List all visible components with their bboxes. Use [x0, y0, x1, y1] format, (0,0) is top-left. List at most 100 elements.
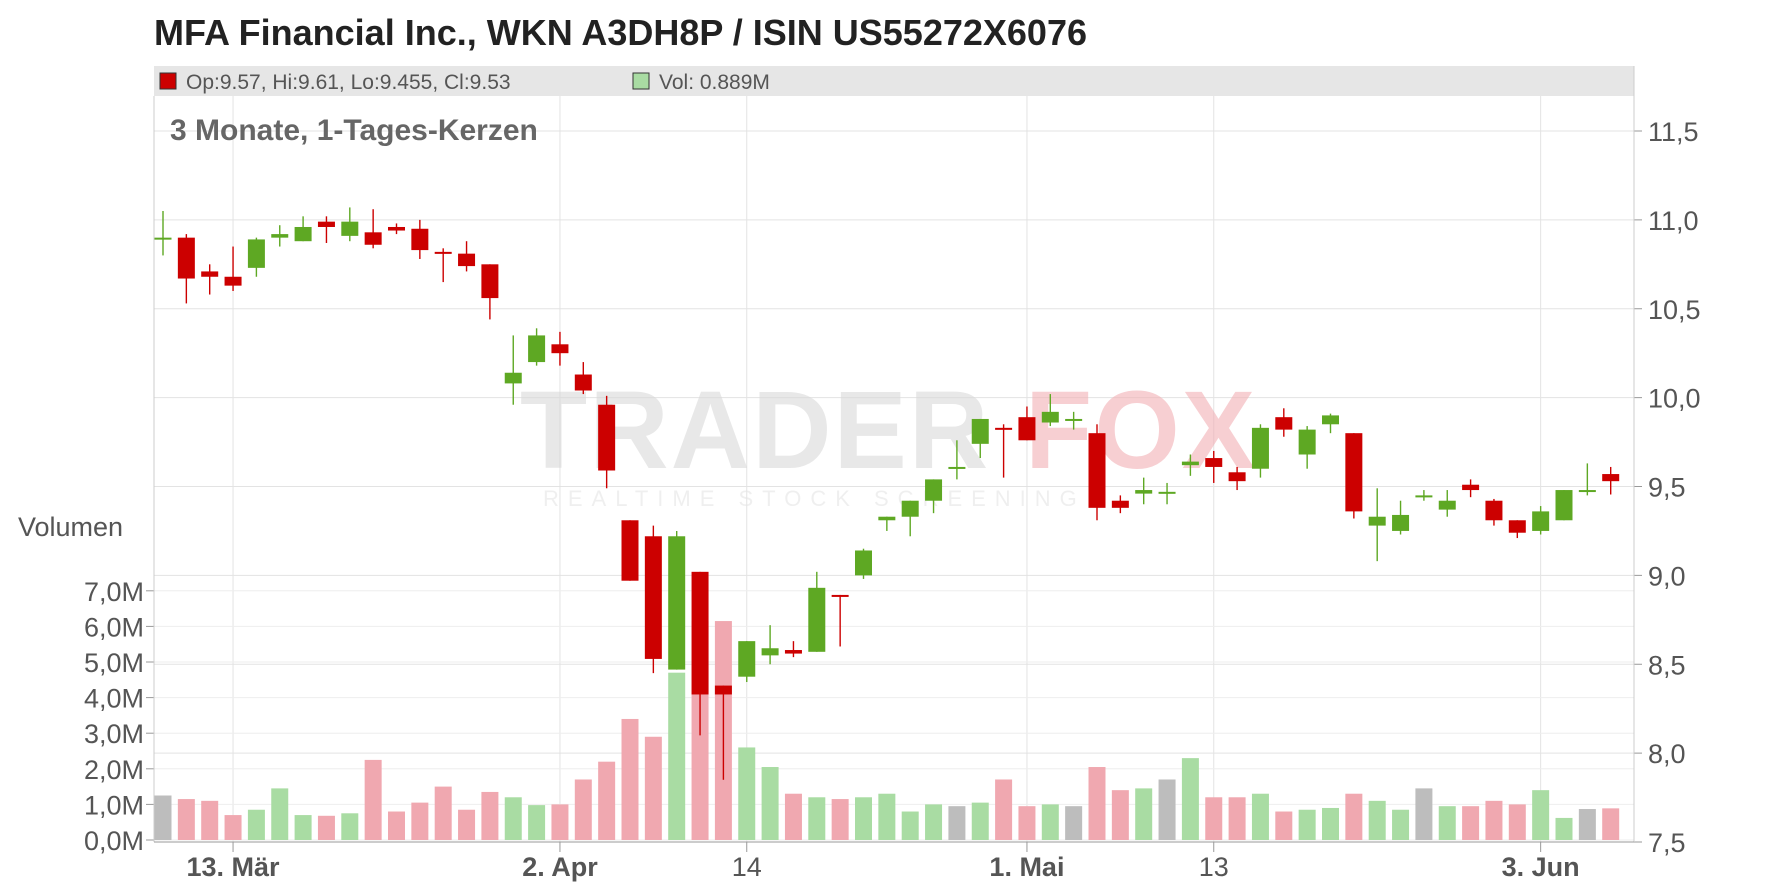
price-tick-label: 8,0	[1648, 739, 1686, 769]
volume-axis: 0,0M 1,0M 2,0M 3,0M 4,0M 5,0M 6,0M 7,0M	[84, 577, 154, 856]
price-axis: 7,5 8,0 8,5 9,0 9,5 10,0 10,5 11,0 11,5	[1634, 117, 1701, 858]
volume-bars	[154, 621, 1620, 840]
candle-body	[1228, 472, 1246, 482]
candle-body	[808, 587, 826, 652]
candle-body	[1018, 417, 1036, 441]
candle-body	[1088, 433, 1106, 508]
volume-bar	[1298, 809, 1316, 840]
price-tick-label: 8,5	[1648, 650, 1686, 680]
candle-body	[458, 253, 476, 267]
price-tick-label: 9,0	[1648, 561, 1686, 591]
volume-bar	[598, 761, 616, 840]
volume-bar	[621, 718, 639, 840]
volume-bar	[1041, 804, 1059, 840]
volume-bar	[1135, 788, 1153, 840]
candle-body	[1041, 411, 1059, 423]
volume-bar	[1088, 767, 1106, 840]
candle-body	[1205, 458, 1223, 467]
price-tick-label: 11,5	[1648, 117, 1699, 147]
candle-body	[738, 641, 756, 677]
volume-bar	[224, 815, 242, 840]
candle-body	[1508, 520, 1526, 533]
candles	[154, 207, 1620, 780]
time-tick-label: 13	[1199, 852, 1229, 882]
candle-body	[388, 226, 405, 231]
legend-ohlc-swatch	[159, 72, 177, 90]
time-tick-label: 2. Apr	[522, 852, 598, 882]
volume-bar	[481, 791, 499, 840]
volume-bar	[1415, 788, 1433, 840]
volume-bar	[668, 672, 686, 840]
candle-body	[271, 234, 289, 238]
candle-body	[1298, 429, 1316, 455]
candle-body	[1532, 511, 1550, 531]
volume-tick-label: 2,0M	[84, 755, 144, 785]
candle-body	[154, 237, 172, 240]
candle-body	[1275, 417, 1293, 430]
watermark-brand-a: TRADER	[520, 369, 990, 492]
volume-axis-label: Volumen	[18, 512, 123, 542]
chart-subtitle: 3 Monate, 1-Tages-Kerzen	[170, 114, 538, 147]
candle-body	[317, 221, 335, 227]
volume-bar	[784, 793, 802, 840]
volume-bar	[1018, 806, 1036, 840]
candle-body	[761, 648, 779, 656]
volume-bar	[1462, 806, 1480, 840]
volume-bar	[1251, 793, 1269, 840]
volume-bar	[528, 805, 546, 840]
volume-bar	[738, 747, 756, 840]
chart-title: MFA Financial Inc., WKN A3DH8P / ISIN US…	[154, 12, 1087, 53]
candle-body	[177, 237, 195, 279]
candle-body	[364, 232, 382, 245]
legend-volume-text: Vol: 0.889M	[659, 71, 770, 94]
volume-bar	[1508, 804, 1526, 840]
legend-bar	[154, 66, 1634, 96]
watermark-brand-b: FOX	[1025, 369, 1257, 492]
volume-bar	[411, 802, 429, 840]
legend-volume-swatch	[632, 72, 650, 90]
candle-body	[201, 271, 219, 277]
candle-body	[1438, 500, 1456, 510]
volume-bar	[458, 809, 476, 840]
volume-bar	[1345, 793, 1363, 840]
volume-bar	[1228, 797, 1246, 840]
candle-body	[504, 372, 522, 384]
candle-body	[1462, 484, 1480, 491]
candle-body	[995, 427, 1013, 430]
volume-bar	[831, 799, 849, 840]
candle-body	[247, 239, 265, 268]
candle-body	[1181, 461, 1199, 466]
candle-body	[1251, 427, 1269, 469]
volume-bar	[504, 797, 522, 840]
candle-body	[621, 520, 639, 581]
volume-bar	[177, 799, 195, 840]
volume-bar	[317, 815, 335, 840]
volume-bar	[1392, 809, 1410, 840]
candle-body	[551, 344, 569, 354]
candle-body	[784, 650, 802, 654]
candle-body	[341, 221, 359, 236]
candle-body	[411, 228, 429, 251]
candle-body	[598, 404, 616, 471]
volume-bar	[247, 809, 265, 840]
candle-body	[971, 418, 989, 444]
volume-tick-label: 0,0M	[84, 826, 144, 856]
volume-bar	[808, 797, 826, 840]
candle-body	[1135, 490, 1153, 494]
candle-body	[948, 466, 966, 469]
volume-bar	[154, 795, 172, 840]
volume-bar	[1065, 806, 1083, 840]
volume-bar	[1438, 806, 1456, 840]
candle-body	[878, 516, 896, 521]
volume-bar	[1602, 808, 1620, 840]
candle-body	[691, 571, 709, 695]
candle-body	[1368, 516, 1386, 526]
candle-body	[668, 536, 686, 670]
volume-bar	[1322, 807, 1339, 840]
volume-bar	[1275, 811, 1293, 840]
candle-body	[434, 251, 452, 254]
candle-body	[1158, 491, 1176, 494]
volume-bar	[855, 797, 872, 840]
price-tick-label: 7,5	[1648, 828, 1686, 858]
